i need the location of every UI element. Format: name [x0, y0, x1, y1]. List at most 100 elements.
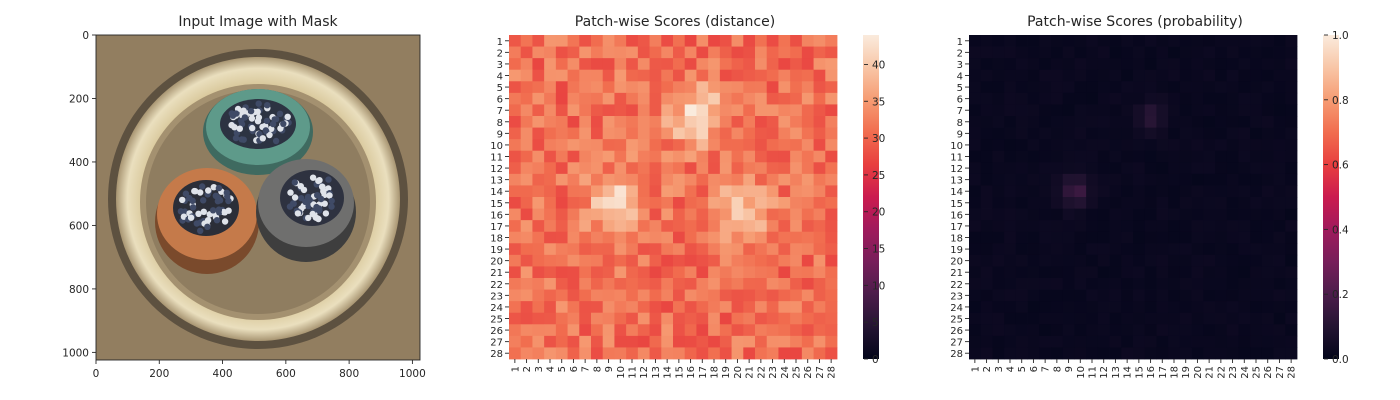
heatmap-cell [743, 127, 756, 140]
heatmap-cell [1179, 46, 1192, 59]
heatmap-cell [992, 69, 1005, 82]
heatmap-cell [1133, 335, 1146, 348]
heatmap-cell [684, 301, 697, 314]
heatmap-cell [1226, 197, 1239, 209]
row-label: 8 [497, 118, 503, 129]
col-label: 19 [1181, 366, 1192, 379]
heatmap-cell [790, 139, 803, 152]
heatmap-cell [1215, 324, 1228, 337]
heatmap-cell [1051, 104, 1064, 117]
heatmap-cell [1238, 254, 1251, 267]
heatmap-cell [532, 162, 545, 175]
row-label: 2 [957, 48, 963, 59]
heatmap-cell [637, 208, 650, 221]
heatmap-cell [980, 150, 993, 163]
strand [266, 131, 273, 139]
heatmap-cell [1250, 231, 1263, 244]
heatmap-cell [602, 69, 615, 82]
heatmap-cell [602, 92, 615, 105]
heatmap-cell [743, 289, 756, 302]
heatmap-cell [1039, 116, 1052, 128]
heatmap-cell [1062, 266, 1075, 279]
heatmap-cell [579, 347, 592, 360]
heatmap-cell [532, 35, 545, 47]
heatmap-cell [825, 347, 838, 360]
heatmap-cell [825, 324, 838, 337]
heatmap-cell [790, 335, 803, 348]
heatmap-cell [544, 197, 557, 209]
heatmap-cell [1004, 301, 1017, 314]
heatmap-cell [731, 150, 744, 163]
heatmap-cell [591, 289, 604, 302]
heatmap-cell [801, 58, 814, 71]
heatmap-cell [1285, 150, 1298, 163]
heatmap-cell [673, 197, 686, 209]
heatmap-cell [591, 335, 604, 348]
heatmap-cell [825, 266, 838, 279]
strand [277, 125, 284, 132]
heatmap-cell [520, 116, 533, 128]
heatmap-cell [1051, 92, 1064, 105]
heatmap-cell [696, 162, 709, 175]
heatmap-cell [969, 335, 982, 348]
heatmap-cell [1285, 69, 1298, 82]
heatmap-cell [520, 69, 533, 82]
heatmap-cell [1051, 116, 1064, 128]
heatmap-cell [1015, 46, 1028, 59]
heatmap-cell [1074, 162, 1087, 175]
heatmap-cell [684, 243, 697, 256]
heatmap-cell [1144, 347, 1157, 360]
probability-colorbar [1323, 35, 1339, 359]
heatmap-cell [1226, 92, 1239, 105]
col-label: 26 [803, 366, 814, 379]
row-label: 3 [497, 60, 503, 71]
strand [291, 194, 299, 201]
heatmap-cell [1203, 185, 1216, 198]
heatmap-cell [969, 58, 982, 71]
heatmap-cell [719, 266, 732, 279]
heatmap-cell [1133, 301, 1146, 314]
heatmap-cell [1261, 347, 1274, 360]
heatmap-cell [614, 301, 627, 314]
heatmap-cell [790, 35, 803, 47]
heatmap-cell [520, 324, 533, 337]
heatmap-cell [1238, 173, 1251, 186]
heatmap-cell [778, 104, 791, 117]
heatmap-cell [766, 335, 779, 348]
heatmap-cell [1273, 173, 1286, 186]
heatmap-cell [1015, 69, 1028, 82]
heatmap-cell [1109, 81, 1122, 94]
heatmap-cell [509, 150, 522, 163]
heatmap-cell [673, 150, 686, 163]
heatmap-cell [1273, 116, 1286, 128]
heatmap-cell [1062, 254, 1075, 267]
heatmap-cell [1062, 231, 1075, 244]
heatmap-cell [1250, 173, 1263, 186]
heatmap-cell [1156, 289, 1169, 302]
heatmap-cell [579, 312, 592, 325]
heatmap-cell [1027, 220, 1040, 233]
heatmap-cell [708, 289, 721, 302]
heatmap-cell [980, 347, 993, 360]
heatmap-cell [825, 197, 838, 209]
heatmap-cell [755, 347, 768, 360]
heatmap-cell [1097, 335, 1110, 348]
heatmap-cell [1179, 312, 1192, 325]
heatmap-cell [1121, 266, 1134, 279]
heatmap-cell [790, 58, 803, 71]
strand [228, 121, 235, 129]
row-label: 19 [490, 245, 503, 256]
heatmap-cell [778, 312, 791, 325]
heatmap-cell [696, 197, 709, 209]
heatmap-cell [1144, 81, 1157, 94]
heatmap-cell [1097, 173, 1110, 186]
heatmap-cell [1074, 278, 1087, 290]
heatmap-cell [614, 92, 627, 105]
heatmap-cell [579, 185, 592, 198]
heatmap-cell [992, 116, 1005, 128]
heatmap-cell [1238, 150, 1251, 163]
heatmap-cell [778, 81, 791, 94]
heatmap-cell [696, 208, 709, 221]
heatmap-cell [661, 289, 674, 302]
heatmap-cell [992, 150, 1005, 163]
